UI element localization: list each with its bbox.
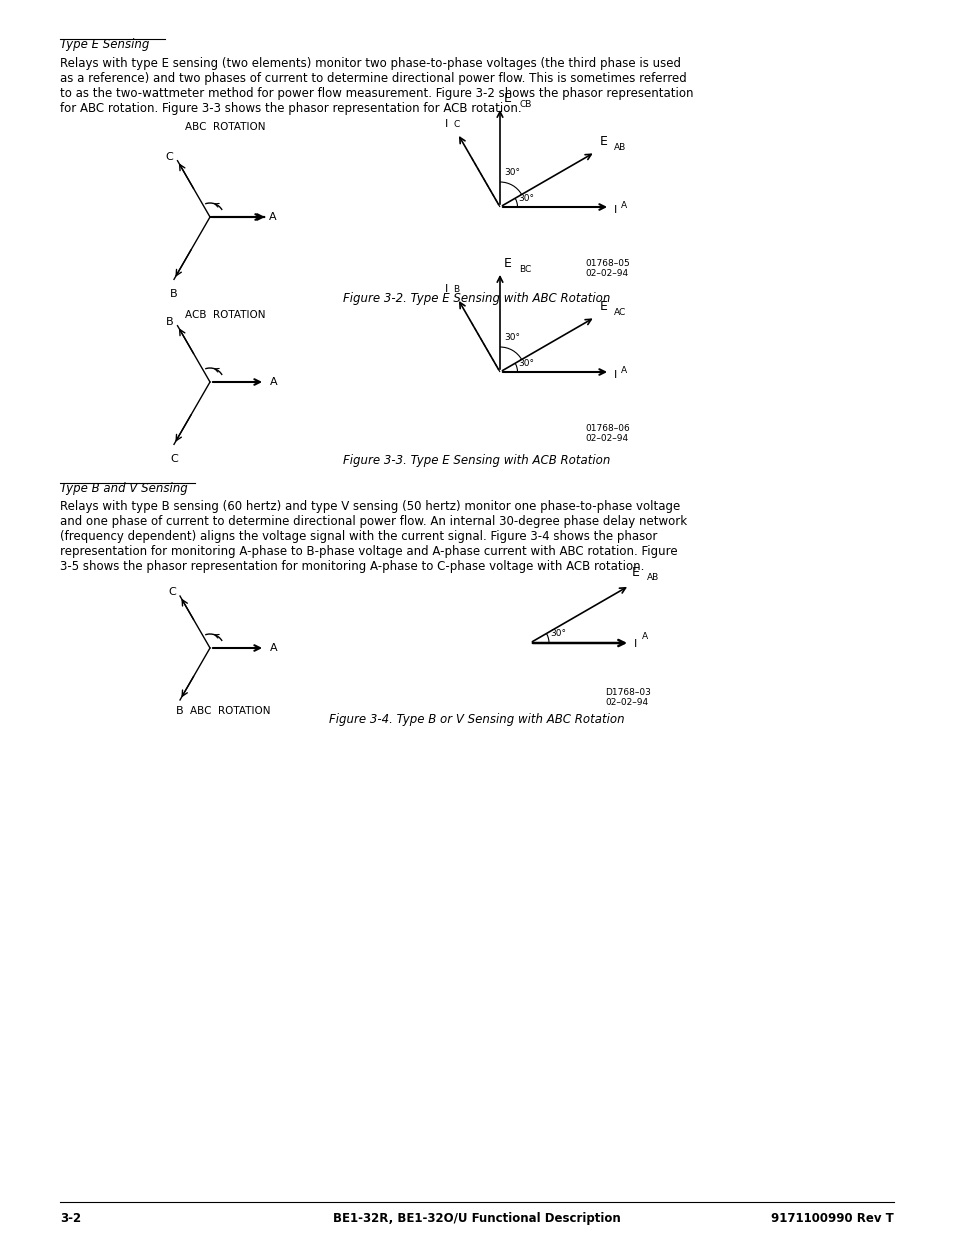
Text: E: E (598, 135, 606, 148)
Text: E: E (503, 91, 512, 105)
Text: Relays with type B sensing (60 hertz) and type V sensing (50 hertz) monitor one : Relays with type B sensing (60 hertz) an… (60, 500, 686, 573)
Text: CB: CB (518, 100, 531, 109)
Text: C: C (453, 120, 459, 130)
Text: 01768–05
02–02–94: 01768–05 02–02–94 (584, 259, 629, 278)
Text: B: B (165, 316, 172, 327)
Text: C: C (170, 454, 177, 464)
Text: B: B (453, 285, 459, 294)
Text: 3-2: 3-2 (60, 1212, 81, 1225)
Text: 30°: 30° (503, 168, 519, 177)
Text: Figure 3-3. Type E Sensing with ACB Rotation: Figure 3-3. Type E Sensing with ACB Rota… (343, 454, 610, 467)
Text: 30°: 30° (550, 629, 565, 638)
Text: ABC  ROTATION: ABC ROTATION (185, 122, 265, 132)
Text: ABC  ROTATION: ABC ROTATION (190, 706, 271, 716)
Text: A: A (270, 643, 277, 653)
Text: 30°: 30° (517, 194, 534, 203)
Text: AB: AB (646, 573, 659, 583)
Text: B: B (175, 706, 183, 716)
Text: Relays with type E sensing (two elements) monitor two phase-to-phase voltages (t: Relays with type E sensing (two elements… (60, 57, 693, 115)
Text: 01768–06
02–02–94: 01768–06 02–02–94 (584, 424, 629, 443)
Text: AB: AB (614, 143, 626, 152)
Text: Figure 3-4. Type B or V Sensing with ABC Rotation: Figure 3-4. Type B or V Sensing with ABC… (329, 713, 624, 726)
Text: D1768–03
02–02–94: D1768–03 02–02–94 (604, 688, 650, 708)
Text: BE1-32R, BE1-32O/U Functional Description: BE1-32R, BE1-32O/U Functional Descriptio… (333, 1212, 620, 1225)
Text: BC: BC (518, 266, 531, 274)
Text: I: I (614, 205, 617, 215)
Text: 30°: 30° (503, 333, 519, 342)
Text: AC: AC (614, 308, 626, 317)
Text: I: I (634, 638, 637, 650)
Text: I: I (444, 284, 447, 294)
Text: A: A (641, 632, 647, 641)
Text: A: A (620, 366, 626, 375)
Text: E: E (598, 300, 606, 312)
Text: 30°: 30° (517, 359, 534, 368)
Text: E: E (631, 566, 639, 578)
Text: Type B and V Sensing: Type B and V Sensing (60, 482, 188, 495)
Text: C: C (168, 587, 175, 597)
Text: A: A (269, 212, 276, 222)
Text: C: C (165, 152, 173, 162)
Text: I: I (614, 370, 617, 380)
Text: A: A (270, 377, 277, 387)
Text: ACB  ROTATION: ACB ROTATION (185, 310, 265, 320)
Text: 9171100990 Rev T: 9171100990 Rev T (770, 1212, 893, 1225)
Text: A: A (620, 201, 626, 210)
Text: Figure 3-2. Type E Sensing with ABC Rotation: Figure 3-2. Type E Sensing with ABC Rota… (343, 291, 610, 305)
Text: E: E (503, 257, 512, 270)
Text: B: B (170, 289, 177, 299)
Text: Type E Sensing: Type E Sensing (60, 38, 150, 51)
Text: I: I (444, 120, 447, 130)
